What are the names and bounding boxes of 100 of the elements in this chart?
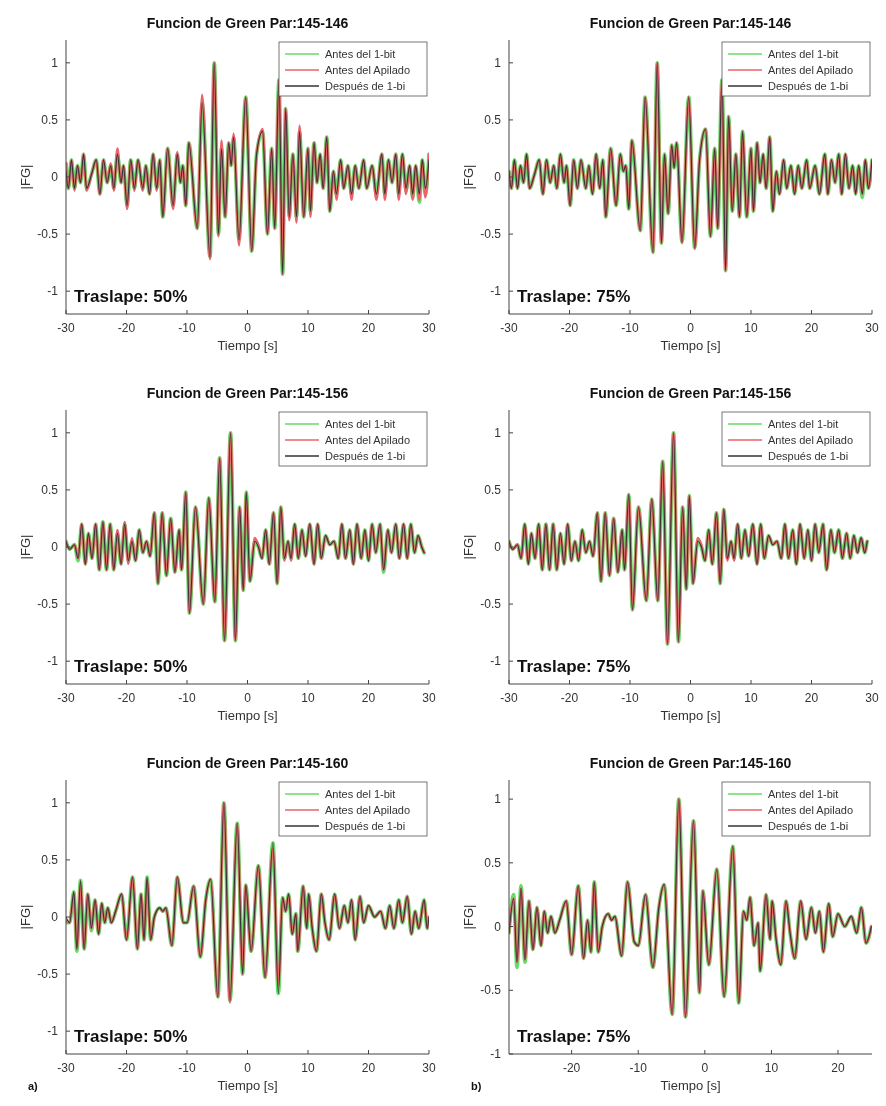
legend-label: Después de 1-bi [325,820,406,832]
chart-title: Funcion de Green Par:145-156 [589,385,792,401]
y-tick-label: 0.5 [41,852,59,867]
x-tick-label: -20 [117,691,136,705]
legend-label: Antes del 1-bit [325,48,396,60]
y-tick-label: 0.5 [484,482,502,497]
x-tick-label: -30 [500,691,518,705]
annotation: Traslape: 75% [517,657,631,676]
y-tick-label: -1 [490,1047,502,1061]
y-tick-label: 0.5 [484,855,502,870]
x-tick-label: 10 [744,321,758,335]
x-axis-title: Tiempo [s] [660,338,721,353]
y-axis-title: |FG| [461,904,476,930]
x-tick-label: 20 [804,321,819,335]
x-axis-title: Tiempo [s] [217,708,278,723]
legend-label: Después de 1-bi [768,80,849,92]
annotation: Traslape: 50% [74,657,188,676]
legend-label: Antes del 1-bit [768,418,839,430]
x-tick-label: 0 [244,321,252,335]
chart-title: Funcion de Green Par:145-146 [146,15,349,31]
x-axis-title: Tiempo [s] [660,1078,721,1093]
x-tick-label: 10 [764,1061,779,1075]
x-axis-title: Tiempo [s] [660,708,721,723]
chart-title: Funcion de Green Par:145-160 [589,755,792,771]
y-tick-label: 0 [494,540,502,554]
legend-label: Antes del Apilado [325,804,411,816]
x-tick-label: -20 [560,691,579,705]
y-tick-label: 0.5 [41,482,59,497]
x-tick-label: -30 [57,1061,75,1075]
y-tick-label: -0.5 [37,967,59,982]
chart-title: Funcion de Green Par:145-160 [146,755,349,771]
x-tick-label: -10 [178,1061,196,1075]
x-tick-label: 0 [244,1061,252,1075]
y-tick-label: 0 [494,919,502,934]
annotation: Traslape: 75% [517,1027,631,1046]
x-tick-label: 30 [422,321,436,335]
y-tick-label: -0.5 [37,597,59,612]
chart-title: Funcion de Green Par:145-146 [589,15,792,31]
y-tick-label: 1 [494,425,502,440]
y-axis-title: |FG| [461,164,476,190]
x-tick-label: -10 [178,321,196,335]
y-tick-label: 0.5 [41,112,59,127]
x-tick-label: 10 [744,691,758,705]
x-tick-label: -10 [621,691,639,705]
x-tick-label: 20 [361,1061,376,1075]
x-axis-title: Tiempo [s] [217,338,278,353]
y-tick-label: -1 [47,284,59,299]
x-tick-label: 0 [701,1061,709,1075]
y-tick-label: -0.5 [480,597,502,612]
annotation: Traslape: 50% [74,287,188,306]
y-tick-label: -0.5 [480,227,502,242]
y-tick-label: -1 [490,654,502,669]
x-tick-label: 0 [687,321,695,335]
y-tick-label: -0.5 [480,983,502,998]
y-axis-title: |FG| [18,534,33,560]
y-axis-title: |FG| [461,534,476,560]
x-tick-label: 20 [831,1061,846,1075]
legend-label: Antes del Apilado [768,434,854,446]
legend-label: Antes del Apilado [768,64,854,76]
x-tick-label: 10 [301,1061,315,1075]
x-tick-label: -20 [560,321,579,335]
x-tick-label: -20 [117,1061,136,1075]
legend-label: Antes del Apilado [325,64,411,76]
annotation: Traslape: 50% [74,1027,188,1046]
x-tick-label: 30 [422,691,436,705]
x-tick-label: -30 [57,691,75,705]
x-tick-label: 10 [301,321,315,335]
y-tick-label: 1 [51,55,59,70]
x-tick-label: 30 [865,691,879,705]
legend-label: Antes del 1-bit [768,48,839,60]
legend-label: Antes del 1-bit [325,418,396,430]
x-tick-label: 0 [687,691,695,705]
legend-label: Antes del Apilado [768,804,854,816]
y-tick-label: 1 [494,55,502,70]
text: a) [28,1080,39,1092]
legend-label: Después de 1-bi [768,820,849,832]
legend-label: Antes del Apilado [325,434,411,446]
y-tick-label: 0 [51,910,59,924]
x-tick-label: -10 [178,691,196,705]
x-tick-label: 20 [361,321,376,335]
y-tick-label: -1 [47,654,59,669]
text: b) [471,1080,482,1092]
y-tick-label: -1 [490,284,502,299]
x-tick-label: 30 [422,1061,436,1075]
legend-label: Antes del 1-bit [768,788,839,800]
y-tick-label: 0.5 [484,112,502,127]
y-tick-label: -0.5 [37,227,59,242]
y-axis-title: |FG| [18,164,33,190]
legend-label: Después de 1-bi [325,80,406,92]
y-tick-label: 0 [51,540,59,554]
x-tick-label: 20 [361,691,376,705]
y-tick-label: 1 [51,795,59,810]
x-tick-label: 0 [244,691,252,705]
y-tick-label: 1 [51,425,59,440]
x-tick-label: -30 [500,321,518,335]
x-tick-label: -20 [117,321,136,335]
legend-label: Antes del 1-bit [325,788,396,800]
y-axis-title: |FG| [18,904,33,930]
chart-title: Funcion de Green Par:145-156 [146,385,349,401]
x-tick-label: 30 [865,321,879,335]
